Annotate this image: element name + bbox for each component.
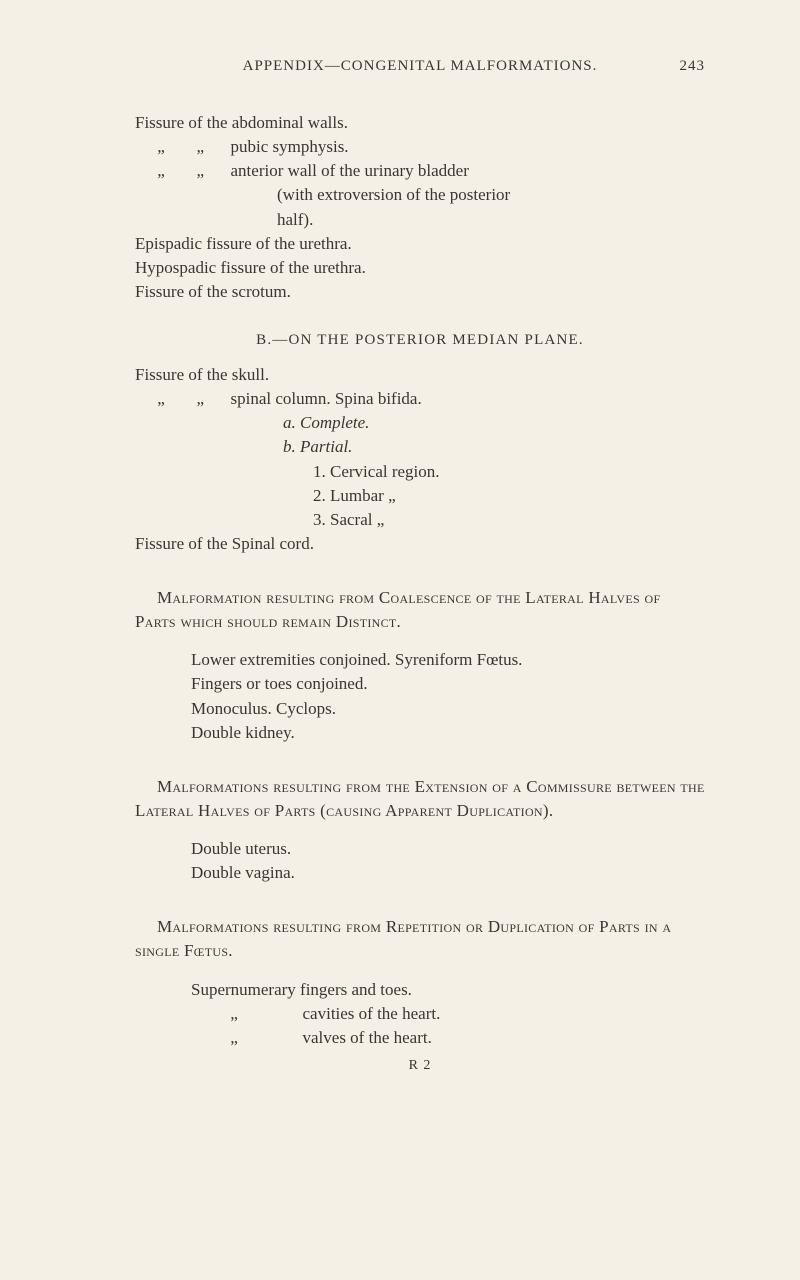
section-repetition-list: Supernumerary fingers and toes. „ caviti… (135, 978, 705, 1076)
line: Fissure of the abdominal walls. (135, 111, 705, 135)
running-title: APPENDIX—CONGENITAL MALFORMATIONS. (243, 58, 598, 74)
line: Hypospadic fissure of the urethra. (135, 256, 705, 280)
line: Double uterus. (135, 837, 705, 861)
section-coalescence-heading: Malformation resulting from Coalescence … (135, 586, 705, 634)
section-coalescence-list: Lower extremities conjoined. Syreniform … (135, 648, 705, 745)
line: 3. Sacral „ (135, 508, 705, 532)
running-header: APPENDIX—CONGENITAL MALFORMATIONS. 243 (135, 58, 705, 75)
block-fissure-anterior: Fissure of the abdominal walls. „ „ pubi… (135, 111, 705, 304)
line: Lower extremities conjoined. Syreniform … (135, 648, 705, 672)
signature-mark: R 2 (135, 1056, 705, 1076)
line: Monoculus. Cyclops. (135, 697, 705, 721)
line: „ „ spinal column. Spina bifida. (135, 387, 705, 411)
line: „ cavities of the heart. (135, 1002, 705, 1026)
line: Fissure of the skull. (135, 363, 705, 387)
block-fissure-posterior: Fissure of the skull. „ „ spinal column.… (135, 363, 705, 556)
page-number: 243 (680, 58, 706, 75)
line: „ „ anterior wall of the urinary bladder (135, 159, 705, 183)
line: „ „ pubic symphysis. (135, 135, 705, 159)
line: half). (135, 208, 705, 232)
line: Epispadic fissure of the urethra. (135, 232, 705, 256)
subheading-b: B.—ON THE POSTERIOR MEDIAN PLANE. (135, 332, 705, 349)
line: Fissure of the scrotum. (135, 280, 705, 304)
line: Fingers or toes conjoined. (135, 672, 705, 696)
line: 1. Cervical region. (135, 460, 705, 484)
line: a. Complete. (135, 411, 705, 435)
section-extension-list: Double uterus. Double vagina. (135, 837, 705, 885)
line: b. Partial. (135, 435, 705, 459)
line: Fissure of the Spinal cord. (135, 532, 705, 556)
page-content: APPENDIX—CONGENITAL MALFORMATIONS. 243 F… (0, 0, 800, 1144)
line: (with extroversion of the posterior (135, 183, 705, 207)
section-extension-heading: Malformations resulting from the Extensi… (135, 775, 705, 823)
line: Supernumerary fingers and toes. (135, 978, 705, 1002)
line: Double kidney. (135, 721, 705, 745)
line: „ valves of the heart. (135, 1026, 705, 1050)
section-repetition-heading: Malformations resulting from Repetition … (135, 915, 705, 963)
line: 2. Lumbar „ (135, 484, 705, 508)
line: Double vagina. (135, 861, 705, 885)
